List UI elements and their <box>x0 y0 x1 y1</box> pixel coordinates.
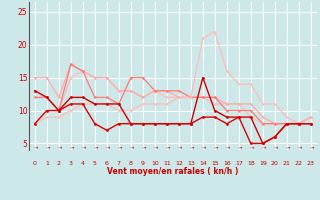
Text: ↗: ↗ <box>56 144 62 151</box>
Text: ↗: ↗ <box>308 144 314 151</box>
Text: ↗: ↗ <box>224 144 230 151</box>
Text: ↗: ↗ <box>200 144 206 151</box>
Text: ↗: ↗ <box>188 144 194 151</box>
Text: ↗: ↗ <box>296 144 302 151</box>
Text: ↗: ↗ <box>212 144 218 151</box>
Text: ↗: ↗ <box>44 144 50 151</box>
Text: ↗: ↗ <box>32 144 38 151</box>
Text: ↗: ↗ <box>248 144 254 151</box>
Text: ↗: ↗ <box>272 144 278 151</box>
Text: ↗: ↗ <box>104 144 110 151</box>
X-axis label: Vent moyen/en rafales ( kn/h ): Vent moyen/en rafales ( kn/h ) <box>107 168 238 176</box>
Text: ↗: ↗ <box>164 144 170 151</box>
Text: ↗: ↗ <box>92 144 98 151</box>
Text: ↗: ↗ <box>152 144 158 151</box>
Text: ↗: ↗ <box>116 144 122 151</box>
Text: ↗: ↗ <box>284 144 290 151</box>
Text: ↗: ↗ <box>128 144 134 151</box>
Text: ↗: ↗ <box>140 144 146 151</box>
Text: ↗: ↗ <box>80 144 86 151</box>
Text: ↗: ↗ <box>236 144 242 151</box>
Text: ↗: ↗ <box>68 144 74 151</box>
Text: ↗: ↗ <box>176 144 182 151</box>
Text: ↗: ↗ <box>260 144 266 151</box>
